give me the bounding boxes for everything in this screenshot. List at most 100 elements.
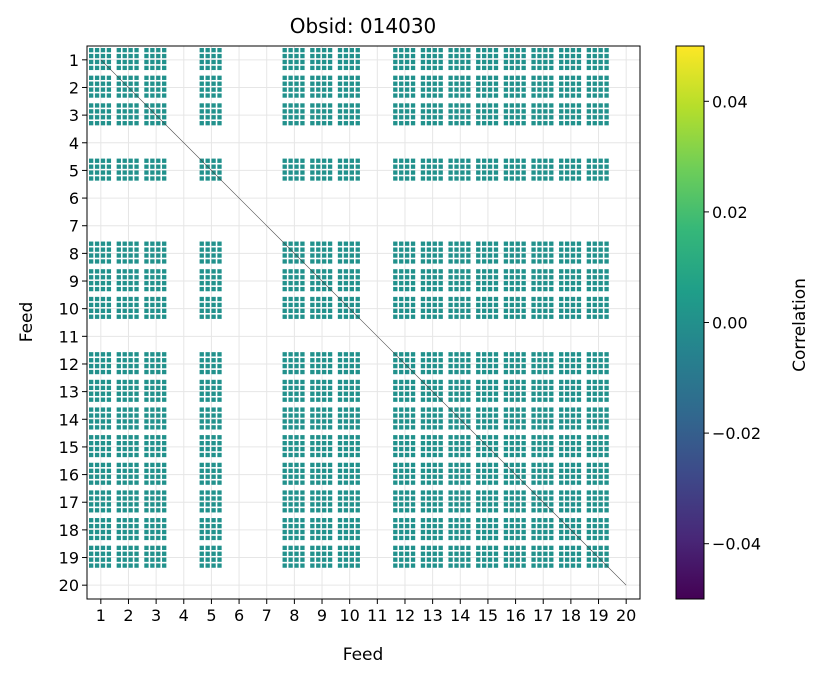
heatmap-subcell — [586, 247, 592, 252]
heatmap-subcell — [156, 419, 161, 424]
heatmap-subcell — [515, 441, 520, 446]
heatmap-subcell — [420, 529, 426, 535]
heatmap-subcell — [162, 296, 167, 302]
heatmap-subcell — [604, 253, 609, 258]
heatmap-subcell — [420, 275, 426, 280]
heatmap-subcell — [503, 115, 509, 120]
heatmap-subcell — [150, 419, 155, 424]
heatmap-subcell — [162, 308, 167, 313]
heatmap-subcell — [355, 269, 360, 274]
heatmap-cell — [503, 75, 526, 98]
heatmap-subcell — [122, 286, 127, 292]
heatmap-subcell — [503, 535, 509, 541]
heatmap-subcell — [549, 170, 554, 175]
heatmap-subcell — [410, 385, 416, 391]
heatmap-subcell — [531, 269, 536, 274]
heatmap-subcell — [94, 103, 100, 108]
heatmap-subcell — [515, 48, 520, 53]
heatmap-subcell — [94, 425, 100, 430]
heatmap-subcell — [150, 391, 155, 396]
heatmap-subcell — [426, 296, 432, 302]
heatmap-subcell — [521, 419, 526, 424]
heatmap-cell — [89, 296, 112, 319]
heatmap-subcell — [454, 563, 459, 568]
y-tick-label: 7 — [69, 217, 79, 236]
heatmap-subcell — [122, 363, 127, 369]
heatmap-subcell — [482, 241, 487, 246]
heatmap-subcell — [592, 53, 597, 59]
heatmap-subcell — [399, 523, 404, 529]
heatmap-subcell — [134, 441, 139, 446]
heatmap-subcell — [460, 65, 465, 71]
heatmap-subcell — [205, 253, 210, 258]
heatmap-subcell — [438, 176, 443, 181]
heatmap-cell — [476, 379, 499, 402]
heatmap-subcell — [106, 259, 112, 264]
heatmap-subcell — [604, 269, 609, 274]
heatmap-subcell — [199, 352, 204, 357]
heatmap-subcell — [327, 103, 333, 108]
heatmap-subcell — [316, 48, 321, 53]
heatmap-subcell — [576, 81, 582, 86]
heatmap-subcell — [448, 109, 453, 114]
y-tick-label: 17 — [59, 493, 79, 512]
heatmap-subcell — [310, 115, 315, 120]
heatmap-subcell — [156, 557, 161, 562]
heatmap-subcell — [89, 115, 94, 120]
heatmap-subcell — [89, 369, 94, 375]
heatmap-subcell — [327, 253, 333, 258]
heatmap-subcell — [476, 385, 481, 391]
heatmap-subcell — [288, 269, 293, 274]
heatmap-subcell — [515, 518, 520, 523]
heatmap-subcell — [89, 518, 94, 523]
heatmap-subcell — [537, 563, 542, 568]
heatmap-subcell — [537, 65, 542, 71]
heatmap-subcell — [592, 158, 597, 163]
heatmap-subcell — [94, 413, 100, 418]
heatmap-subcell — [288, 296, 293, 302]
heatmap-subcell — [448, 529, 453, 535]
heatmap-subcell — [349, 391, 354, 396]
heatmap-subcell — [460, 462, 465, 468]
heatmap-subcell — [89, 358, 94, 363]
heatmap-subcell — [288, 468, 293, 473]
heatmap-subcell — [426, 308, 432, 313]
heatmap-subcell — [94, 308, 100, 313]
heatmap-subcell — [531, 474, 536, 479]
heatmap-cell — [199, 518, 222, 541]
heatmap-subcell — [515, 75, 520, 80]
heatmap-subcell — [493, 253, 499, 258]
heatmap-subcell — [438, 518, 443, 523]
heatmap-subcell — [432, 75, 437, 80]
heatmap-subcell — [426, 407, 432, 412]
heatmap-subcell — [521, 535, 526, 541]
heatmap-subcell — [404, 302, 410, 308]
heatmap-subcell — [521, 75, 526, 80]
heatmap-subcell — [493, 269, 499, 274]
heatmap-subcell — [282, 158, 287, 163]
heatmap-subcell — [509, 379, 514, 385]
heatmap-cell — [393, 518, 416, 541]
heatmap-subcell — [116, 490, 121, 495]
x-tick-label: 16 — [505, 606, 525, 625]
heatmap-subcell — [476, 109, 481, 114]
heatmap-subcell — [322, 53, 327, 59]
heatmap-subcell — [598, 407, 603, 412]
heatmap-subcell — [515, 170, 520, 175]
heatmap-subcell — [128, 397, 133, 402]
heatmap-subcell — [564, 170, 570, 175]
heatmap-subcell — [205, 87, 210, 92]
heatmap-subcell — [94, 59, 100, 65]
heatmap-subcell — [205, 551, 210, 556]
heatmap-subcell — [598, 508, 603, 513]
heatmap-subcell — [493, 508, 499, 513]
heatmap-subcell — [134, 545, 139, 551]
heatmap-subcell — [482, 308, 487, 313]
heatmap-subcell — [393, 247, 398, 252]
heatmap-subcell — [316, 446, 321, 452]
heatmap-subcell — [355, 518, 360, 523]
heatmap-subcell — [576, 352, 582, 357]
heatmap-cell — [144, 490, 167, 513]
heatmap-subcell — [570, 425, 576, 430]
heatmap-subcell — [549, 241, 554, 246]
